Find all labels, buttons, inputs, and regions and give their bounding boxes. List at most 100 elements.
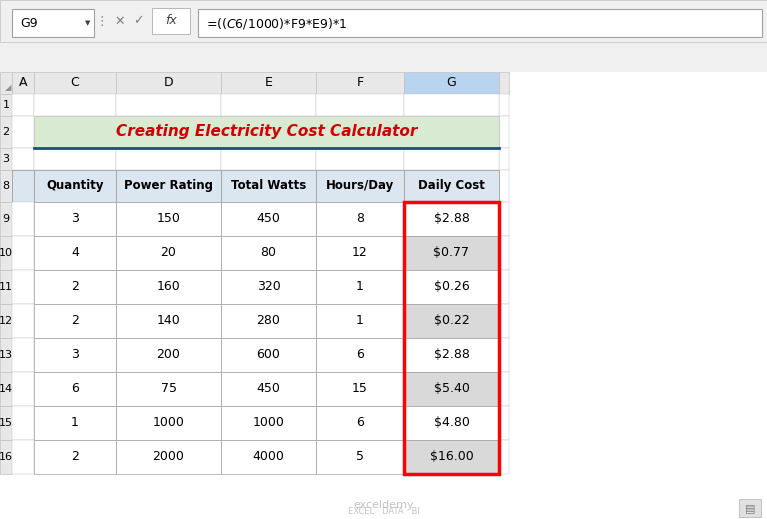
Bar	[116, 170, 221, 202]
Text: 450: 450	[257, 212, 281, 225]
Text: G: G	[446, 76, 456, 89]
Bar	[12, 148, 34, 170]
Bar	[316, 170, 404, 202]
Bar	[499, 338, 509, 372]
Text: EXCEL · DATA · BI: EXCEL · DATA · BI	[347, 508, 420, 516]
Bar	[499, 170, 509, 202]
Bar	[12, 372, 34, 406]
Bar	[316, 304, 404, 338]
Bar	[34, 372, 116, 406]
Bar	[34, 440, 116, 474]
Bar	[221, 72, 316, 94]
Bar	[404, 440, 499, 474]
Bar	[0, 0, 767, 42]
Bar	[316, 94, 404, 116]
Bar	[116, 440, 221, 474]
Bar	[499, 236, 509, 270]
Bar	[12, 236, 34, 270]
Bar	[0, 440, 12, 474]
Bar	[34, 148, 116, 170]
Bar	[0, 372, 12, 406]
Text: A: A	[18, 76, 28, 89]
Bar	[316, 270, 404, 304]
Bar	[316, 236, 404, 270]
Text: 8: 8	[2, 181, 9, 191]
Bar	[0, 338, 12, 372]
Text: 80: 80	[261, 247, 276, 260]
Text: 4: 4	[71, 247, 79, 260]
Bar	[499, 116, 509, 148]
Text: 2: 2	[71, 315, 79, 327]
Text: 6: 6	[356, 348, 364, 362]
Text: Hours/Day: Hours/Day	[326, 180, 394, 193]
Text: exceldemy: exceldemy	[353, 500, 414, 510]
Bar	[12, 338, 34, 372]
Bar	[221, 372, 316, 406]
Bar	[34, 236, 116, 270]
Bar	[0, 202, 12, 236]
Bar	[0, 148, 12, 170]
Text: $2.88: $2.88	[433, 212, 469, 225]
Text: 320: 320	[257, 280, 281, 294]
Text: 4000: 4000	[252, 450, 285, 463]
Bar	[0, 236, 12, 270]
Text: $4.80: $4.80	[433, 417, 469, 430]
Bar	[404, 406, 499, 440]
Text: 2000: 2000	[153, 450, 184, 463]
Text: D: D	[163, 76, 173, 89]
Text: ▼: ▼	[85, 20, 91, 26]
Text: 12: 12	[352, 247, 368, 260]
Bar	[116, 72, 221, 94]
Text: $0.22: $0.22	[433, 315, 469, 327]
Text: 75: 75	[160, 383, 176, 395]
Text: Total Watts: Total Watts	[231, 180, 306, 193]
Bar	[316, 440, 404, 474]
Bar	[221, 170, 316, 202]
Text: G9: G9	[20, 17, 38, 30]
Text: 20: 20	[160, 247, 176, 260]
Text: 600: 600	[257, 348, 281, 362]
Bar	[404, 270, 499, 304]
Bar	[404, 304, 499, 338]
Bar	[0, 270, 12, 304]
Bar	[739, 499, 761, 517]
Text: 3: 3	[2, 154, 9, 164]
Bar	[34, 72, 116, 94]
Text: 280: 280	[257, 315, 281, 327]
Bar	[0, 170, 12, 202]
Bar	[404, 338, 499, 372]
Bar	[116, 202, 221, 236]
Bar	[221, 304, 316, 338]
Text: 8: 8	[356, 212, 364, 225]
Bar	[116, 236, 221, 270]
Text: 1000: 1000	[252, 417, 285, 430]
Bar	[499, 406, 509, 440]
Text: 160: 160	[156, 280, 180, 294]
Bar	[499, 72, 509, 94]
Text: 3: 3	[71, 348, 79, 362]
Bar	[404, 372, 499, 406]
Bar	[34, 270, 116, 304]
Text: 9: 9	[2, 214, 9, 224]
Text: ⋮: ⋮	[96, 15, 108, 28]
Bar	[404, 202, 499, 236]
Bar	[0, 304, 12, 338]
Bar	[116, 338, 221, 372]
Bar	[221, 202, 316, 236]
Text: fx: fx	[165, 15, 177, 28]
Text: F: F	[357, 76, 364, 89]
Bar	[34, 116, 499, 148]
Text: 14: 14	[0, 384, 13, 394]
Bar	[12, 116, 34, 148]
Text: 3: 3	[71, 212, 79, 225]
Bar	[34, 338, 116, 372]
Bar	[116, 94, 221, 116]
Bar	[221, 270, 316, 304]
Bar	[0, 406, 12, 440]
Text: 15: 15	[352, 383, 368, 395]
Text: 2: 2	[71, 280, 79, 294]
Text: 6: 6	[356, 417, 364, 430]
Bar	[12, 304, 34, 338]
Bar	[221, 236, 316, 270]
Bar	[34, 170, 116, 202]
